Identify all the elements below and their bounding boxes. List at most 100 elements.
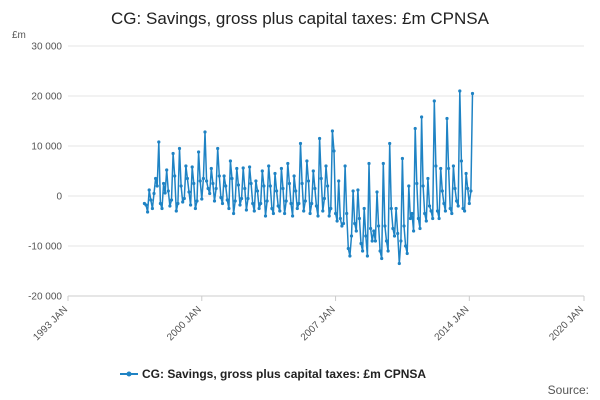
data-point[interactable]	[466, 186, 470, 191]
data-point[interactable]	[314, 204, 318, 208]
data-point[interactable]	[424, 219, 428, 223]
data-point[interactable]	[273, 171, 277, 176]
data-point[interactable]	[388, 141, 392, 146]
data-point[interactable]	[469, 189, 473, 193]
data-point[interactable]	[173, 174, 177, 178]
data-point[interactable]	[346, 246, 350, 251]
data-point[interactable]	[176, 201, 180, 206]
data-point[interactable]	[389, 206, 393, 211]
data-point[interactable]	[251, 201, 255, 206]
data-point[interactable]	[201, 176, 205, 181]
data-point[interactable]	[327, 214, 331, 218]
data-point[interactable]	[459, 159, 463, 163]
data-point[interactable]	[193, 206, 197, 211]
data-point[interactable]	[198, 179, 202, 183]
data-point[interactable]	[405, 251, 409, 256]
data-point[interactable]	[308, 211, 312, 216]
data-point[interactable]	[318, 136, 322, 141]
data-point[interactable]	[297, 201, 301, 206]
data-point[interactable]	[431, 216, 435, 221]
data-point[interactable]	[450, 211, 454, 216]
data-point[interactable]	[200, 197, 204, 201]
data-point[interactable]	[359, 241, 363, 246]
data-point[interactable]	[334, 211, 338, 216]
data-point[interactable]	[184, 164, 188, 168]
data-point[interactable]	[263, 214, 268, 218]
data-point[interactable]	[310, 201, 314, 206]
data-point[interactable]	[412, 229, 416, 233]
data-point[interactable]	[384, 239, 389, 243]
data-point[interactable]	[270, 206, 274, 211]
data-point[interactable]	[351, 189, 355, 193]
data-point[interactable]	[420, 115, 424, 119]
data-point[interactable]	[294, 189, 298, 193]
data-point[interactable]	[286, 161, 290, 166]
data-point[interactable]	[240, 196, 244, 201]
data-point[interactable]	[464, 171, 468, 176]
data-point[interactable]	[220, 201, 225, 206]
data-point[interactable]	[243, 186, 247, 191]
data-point[interactable]	[232, 211, 236, 216]
data-point[interactable]	[144, 203, 148, 207]
data-point[interactable]	[238, 203, 242, 207]
data-point[interactable]	[187, 190, 191, 194]
data-point[interactable]	[228, 159, 232, 163]
data-point[interactable]	[292, 174, 296, 178]
data-point[interactable]	[463, 209, 467, 213]
data-point[interactable]	[248, 165, 252, 169]
data-point[interactable]	[440, 189, 444, 193]
data-point[interactable]	[287, 181, 291, 186]
data-point[interactable]	[302, 209, 306, 213]
data-point[interactable]	[265, 199, 269, 203]
data-point[interactable]	[225, 198, 229, 202]
data-point[interactable]	[298, 141, 303, 146]
data-point[interactable]	[439, 166, 443, 171]
data-point[interactable]	[267, 164, 271, 168]
data-point[interactable]	[423, 211, 427, 216]
data-point[interactable]	[458, 89, 462, 93]
data-point[interactable]	[415, 181, 419, 186]
data-point[interactable]	[227, 206, 231, 211]
data-point[interactable]	[154, 176, 158, 181]
data-point[interactable]	[372, 229, 376, 233]
data-point[interactable]	[369, 226, 373, 231]
data-point[interactable]	[271, 211, 275, 216]
data-point[interactable]	[246, 196, 250, 201]
data-point[interactable]	[233, 199, 237, 203]
data-point[interactable]	[165, 168, 169, 172]
data-point[interactable]	[284, 199, 288, 203]
data-point[interactable]	[211, 181, 215, 186]
data-point[interactable]	[316, 214, 320, 218]
data-point[interactable]	[217, 174, 221, 178]
data-point[interactable]	[281, 186, 285, 191]
data-point[interactable]	[212, 199, 217, 203]
data-point[interactable]	[434, 164, 438, 168]
data-point[interactable]	[160, 206, 164, 211]
data-point[interactable]	[340, 224, 344, 228]
data-point[interactable]	[289, 201, 293, 206]
data-point[interactable]	[432, 99, 436, 103]
data-point[interactable]	[329, 206, 333, 211]
data-point[interactable]	[181, 200, 185, 204]
data-point[interactable]	[252, 209, 256, 213]
data-point[interactable]	[241, 166, 245, 170]
data-point[interactable]	[448, 206, 452, 211]
data-point[interactable]	[437, 216, 441, 221]
data-point[interactable]	[208, 191, 212, 196]
data-point[interactable]	[402, 224, 406, 228]
data-point[interactable]	[152, 191, 156, 196]
data-point[interactable]	[381, 161, 385, 166]
data-point[interactable]	[332, 149, 336, 153]
data-point[interactable]	[453, 186, 457, 191]
data-point[interactable]	[166, 189, 170, 193]
data-point[interactable]	[303, 199, 307, 203]
data-point[interactable]	[383, 224, 387, 228]
data-point[interactable]	[345, 211, 349, 216]
data-point[interactable]	[305, 159, 309, 163]
data-point[interactable]	[268, 184, 272, 188]
data-point[interactable]	[392, 234, 397, 238]
data-point[interactable]	[259, 201, 263, 206]
data-point[interactable]	[295, 206, 299, 211]
data-point[interactable]	[185, 176, 189, 181]
data-point[interactable]	[330, 129, 334, 133]
